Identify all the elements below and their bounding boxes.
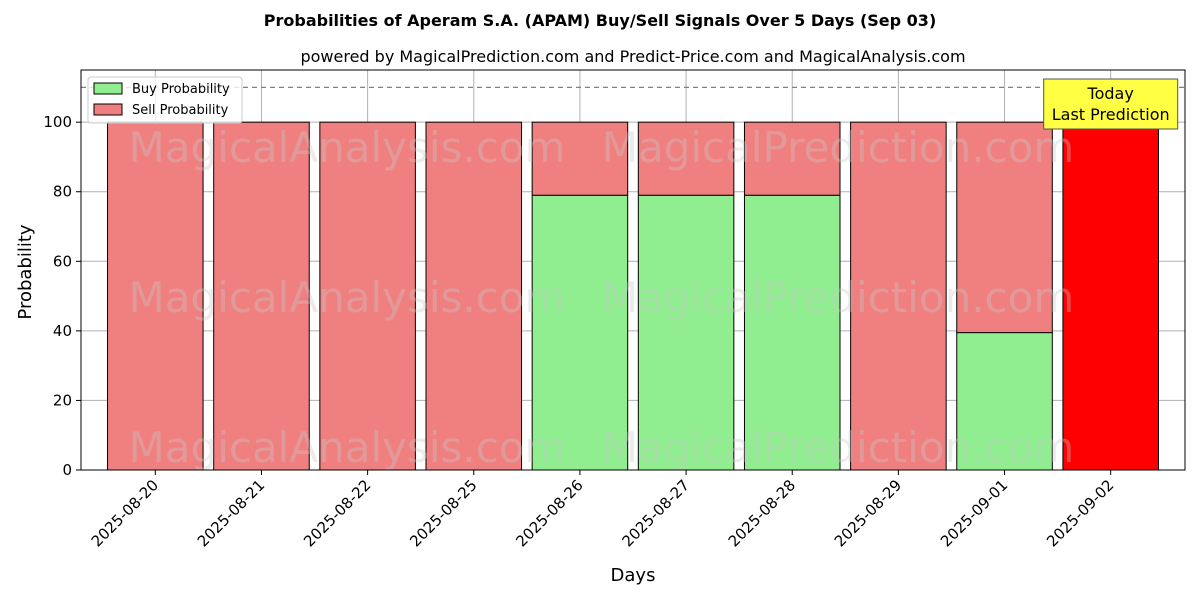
bars	[107, 121, 1159, 471]
sell-bar	[743, 121, 841, 196]
x-tick-label: 2025-08-20	[88, 476, 162, 550]
sell-bar	[956, 121, 1053, 334]
annotation-line1: Today	[1087, 84, 1134, 103]
watermarks: MagicalAnalysis.com MagicalPrediction.com…	[129, 123, 1075, 472]
sell-bar	[637, 121, 735, 196]
annotation: Today Last Prediction	[1043, 78, 1179, 130]
watermark-text: MagicalPrediction.com	[602, 273, 1075, 322]
chart-title: Probabilities of Aperam S.A. (APAM) Buy/…	[264, 11, 937, 30]
y-tick-label: 0	[62, 461, 72, 479]
legend-swatch	[93, 103, 123, 116]
buy-bar	[637, 194, 735, 471]
x-tick-label: 2025-08-25	[406, 476, 480, 550]
plot-frame	[80, 69, 1186, 471]
y-tick-label: 80	[53, 183, 72, 201]
sell-bar	[531, 121, 629, 196]
buy-bar	[956, 332, 1053, 471]
x-tick-label: 2025-08-28	[725, 476, 799, 550]
buy-bar	[531, 194, 629, 471]
sell-bar	[425, 121, 523, 471]
y-axis-label: Probability	[15, 224, 36, 319]
sell-bar	[107, 121, 204, 471]
watermark-text: MagicalPrediction.com	[602, 423, 1075, 472]
legend-label: Sell Probability	[132, 103, 229, 118]
y-tick-label: 40	[53, 322, 72, 340]
sell-bar	[850, 121, 947, 471]
x-tick-label: 2025-08-26	[512, 476, 586, 550]
watermark-text: MagicalAnalysis.com	[129, 123, 566, 172]
legend-label: Buy Probability	[132, 82, 230, 97]
y-tick-label: 20	[53, 391, 72, 409]
legend-box	[87, 76, 243, 124]
watermark-text: MagicalAnalysis.com	[129, 273, 566, 322]
x-tick-label: 2025-08-21	[194, 476, 268, 550]
x-tick-label: 2025-08-27	[619, 476, 693, 550]
buy-bar	[743, 194, 841, 471]
annotation-box	[1043, 78, 1179, 130]
legend: Buy Probability Sell Probability	[87, 76, 243, 124]
x-tick-label: 2025-09-01	[937, 476, 1011, 550]
annotation-line2: Last Prediction	[1052, 105, 1170, 124]
watermark-text: MagicalAnalysis.com	[129, 423, 566, 472]
legend-swatch	[93, 82, 123, 95]
x-tick-label: 2025-08-22	[300, 476, 374, 550]
sell-bar	[1062, 121, 1159, 471]
x-tick-label: 2025-09-02	[1043, 476, 1117, 550]
watermark-text: MagicalPrediction.com	[602, 123, 1075, 172]
y-tick-label: 60	[53, 252, 72, 270]
x-axis-label: Days	[611, 565, 656, 586]
y-tick-label: 100	[43, 113, 72, 131]
chart-subtitle: powered by MagicalPrediction.com and Pre…	[300, 47, 965, 66]
x-tick-label: 2025-08-29	[831, 476, 905, 550]
